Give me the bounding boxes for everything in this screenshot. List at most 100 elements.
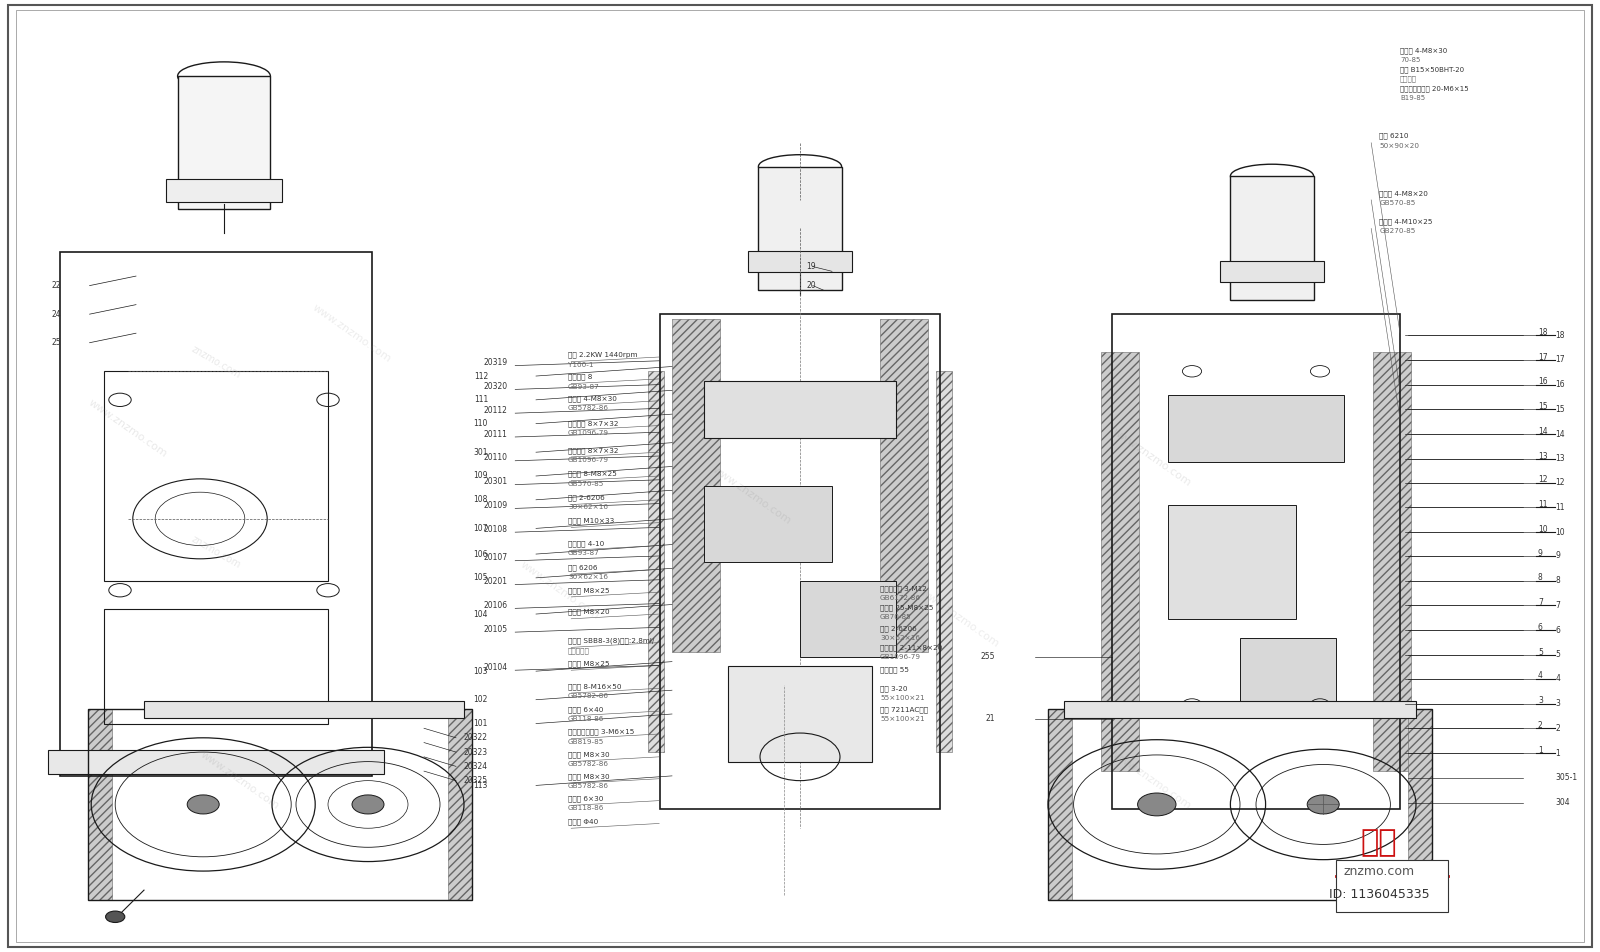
- Text: 18: 18: [1555, 330, 1565, 340]
- Bar: [1048, 709, 1432, 900]
- Text: 3: 3: [1555, 699, 1560, 708]
- Text: 弹簧垫圈 8: 弹簧垫圈 8: [568, 374, 592, 380]
- Bar: [800, 581, 896, 657]
- Bar: [1168, 395, 1344, 462]
- Text: 70-85: 70-85: [1400, 57, 1421, 63]
- Text: 十字槽沉头螺钉 20-M6×15: 十字槽沉头螺钉 20-M6×15: [1400, 86, 1469, 91]
- Text: 109: 109: [474, 471, 488, 481]
- Text: 13: 13: [1555, 454, 1565, 464]
- Text: 1: 1: [1555, 748, 1560, 758]
- Bar: [104, 371, 328, 581]
- Text: 南京贝奇泵: 南京贝奇泵: [568, 647, 590, 653]
- Bar: [1064, 701, 1416, 718]
- Text: 20110: 20110: [483, 453, 507, 463]
- Bar: [704, 381, 896, 438]
- Text: www.znzmo.com: www.znzmo.com: [918, 587, 1002, 650]
- Text: GB570-85: GB570-85: [1379, 200, 1416, 206]
- Text: 普通平键 8×7×32: 普通平键 8×7×32: [568, 447, 619, 453]
- Text: 110: 110: [474, 419, 488, 428]
- Text: 内六角 4-M10×25: 内六角 4-M10×25: [1379, 219, 1432, 225]
- Bar: [448, 709, 472, 900]
- Text: 104: 104: [474, 609, 488, 619]
- Text: 305-1: 305-1: [1555, 773, 1578, 783]
- Text: www.znzmo.com: www.znzmo.com: [1110, 426, 1194, 488]
- Text: 20322: 20322: [464, 733, 488, 743]
- Text: 轴承 6210: 轴承 6210: [1379, 133, 1408, 139]
- Text: 轴承 2-6206: 轴承 2-6206: [880, 625, 917, 631]
- Text: GB1096-79: GB1096-79: [880, 654, 922, 660]
- Text: 销轴 B15×50BHT-20: 销轴 B15×50BHT-20: [1400, 67, 1464, 72]
- Bar: [1240, 638, 1336, 714]
- Bar: [48, 750, 384, 773]
- Text: www.znzmo.com: www.znzmo.com: [518, 559, 602, 622]
- Bar: [1101, 352, 1139, 771]
- Text: 外六角 M10×33: 外六角 M10×33: [568, 518, 614, 524]
- Bar: [104, 609, 328, 724]
- Text: GB1096-79: GB1096-79: [568, 430, 610, 436]
- Text: 17: 17: [1538, 352, 1547, 362]
- Text: 20106: 20106: [483, 601, 507, 610]
- Text: Y100-1: Y100-1: [568, 362, 594, 367]
- Text: GB570-85: GB570-85: [568, 481, 605, 486]
- Bar: [61, 252, 371, 776]
- Text: GB5782-86: GB5782-86: [568, 762, 610, 767]
- Text: 14: 14: [1555, 429, 1565, 439]
- Text: GB6172-86: GB6172-86: [880, 595, 922, 601]
- Text: 轴承 6206: 轴承 6206: [568, 565, 597, 570]
- Text: 内六角 4-M8×30: 内六角 4-M8×30: [1400, 48, 1448, 53]
- Bar: [88, 709, 472, 900]
- Text: www.znzmo.com: www.znzmo.com: [198, 749, 282, 812]
- Text: 手柄球 Φ40: 手柄球 Φ40: [568, 819, 598, 824]
- Text: 圆锥销 6×40: 圆锥销 6×40: [568, 706, 603, 712]
- Text: 30×62×16: 30×62×16: [568, 574, 608, 580]
- Text: GB118-86: GB118-86: [568, 805, 605, 811]
- Text: 20: 20: [806, 281, 816, 290]
- Text: 301: 301: [474, 447, 488, 457]
- Text: 普通平键 8×7×32: 普通平键 8×7×32: [568, 421, 619, 426]
- Text: 20112: 20112: [483, 406, 507, 415]
- Text: 电机 2.2KW 1440rpm: 电机 2.2KW 1440rpm: [568, 352, 637, 358]
- Bar: [936, 371, 952, 752]
- Text: 7: 7: [1555, 601, 1560, 610]
- Text: 20104: 20104: [483, 663, 507, 672]
- Bar: [1221, 261, 1325, 282]
- Text: www.znzmo.com: www.znzmo.com: [86, 397, 170, 460]
- Text: 20108: 20108: [483, 525, 507, 534]
- Text: 圆锥销 6×30: 圆锥销 6×30: [568, 796, 603, 802]
- Text: 55×100×21: 55×100×21: [880, 716, 925, 722]
- Text: GB1096-79: GB1096-79: [568, 457, 610, 463]
- Text: 17: 17: [1555, 355, 1565, 365]
- Text: 20320: 20320: [483, 382, 507, 391]
- Text: 25: 25: [51, 338, 61, 347]
- Bar: [704, 486, 832, 562]
- Bar: [1048, 709, 1072, 900]
- Text: 1: 1: [1538, 745, 1542, 755]
- Text: 30×62×16: 30×62×16: [880, 635, 920, 641]
- Text: 轴承车架 55: 轴承车架 55: [880, 666, 909, 672]
- Text: B19-85: B19-85: [1400, 95, 1426, 101]
- Text: 15: 15: [1555, 405, 1565, 414]
- Text: 12: 12: [1538, 475, 1547, 485]
- Circle shape: [187, 795, 219, 814]
- Text: 101: 101: [474, 719, 488, 728]
- Text: 30×62×16: 30×62×16: [568, 505, 608, 510]
- Text: 304: 304: [1555, 798, 1570, 807]
- Text: 拨线泵 SBB8-3(8)排量:2.8ml/: 拨线泵 SBB8-3(8)排量:2.8ml/: [568, 638, 654, 644]
- Circle shape: [1138, 793, 1176, 816]
- Text: 外六角 M8×30: 外六角 M8×30: [568, 752, 610, 758]
- Text: 2: 2: [1555, 724, 1560, 733]
- Text: 16: 16: [1538, 377, 1547, 387]
- Text: 4: 4: [1555, 674, 1560, 684]
- Text: 103: 103: [474, 666, 488, 676]
- Bar: [1168, 505, 1296, 619]
- Circle shape: [1307, 795, 1339, 814]
- Circle shape: [106, 911, 125, 922]
- Text: 弹簧垫圈 4-10: 弹簧垫圈 4-10: [568, 541, 605, 546]
- Text: 10: 10: [1538, 525, 1547, 534]
- Text: 20107: 20107: [483, 553, 507, 563]
- Bar: [661, 314, 939, 809]
- Text: 19: 19: [806, 262, 816, 271]
- Circle shape: [352, 795, 384, 814]
- Bar: [1408, 709, 1432, 900]
- Text: 9: 9: [1538, 548, 1542, 558]
